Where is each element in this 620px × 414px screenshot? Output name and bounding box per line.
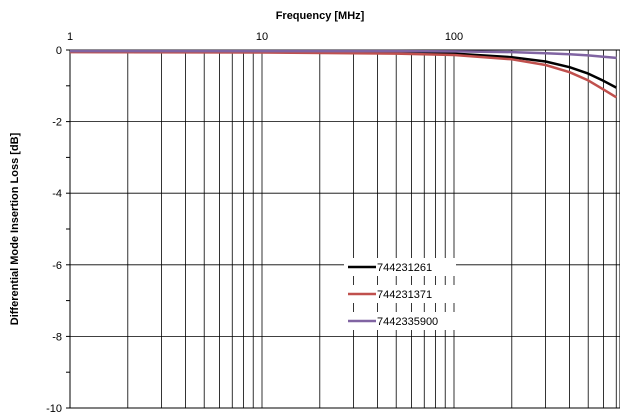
y-tick-label: -10 (46, 403, 62, 414)
plot-area (69, 49, 620, 409)
series-line-744231371 (69, 50, 617, 99)
legend-label: 744231261 (377, 262, 432, 274)
legend-entry-bg (344, 312, 456, 330)
y-tick-label: -8 (52, 331, 62, 343)
plot-grid (66, 49, 620, 409)
legend-label: 7442335900 (377, 316, 438, 328)
y-tick-label: -6 (52, 260, 62, 272)
series-line-7442335900 (70, 49, 617, 60)
data-series (69, 49, 617, 99)
x-tick-label: 10 (256, 31, 268, 43)
y-tick-label: -4 (52, 188, 62, 200)
x-tick-labels: 1 10 100 (67, 31, 463, 43)
series-line-744231261 (69, 50, 617, 89)
legend-label: 744231371 (377, 289, 432, 301)
y-axis-title: Differential Mode Insertion Loss [dB] (9, 132, 21, 325)
x-tick-label: 1 (67, 31, 73, 43)
y-tick-label: 0 (56, 45, 62, 57)
y-tick-label: -2 (52, 117, 62, 129)
y-tick-labels: 0 -2 -4 -6 -8 -10 (46, 45, 62, 414)
legend-entry-bg (344, 258, 456, 276)
x-tick-label: 100 (445, 31, 463, 43)
x-axis-title: Frequency [MHz] (276, 10, 365, 22)
legend-entry-bg (344, 285, 456, 303)
legend: 744231261 744231371 7442335900 (344, 258, 456, 330)
